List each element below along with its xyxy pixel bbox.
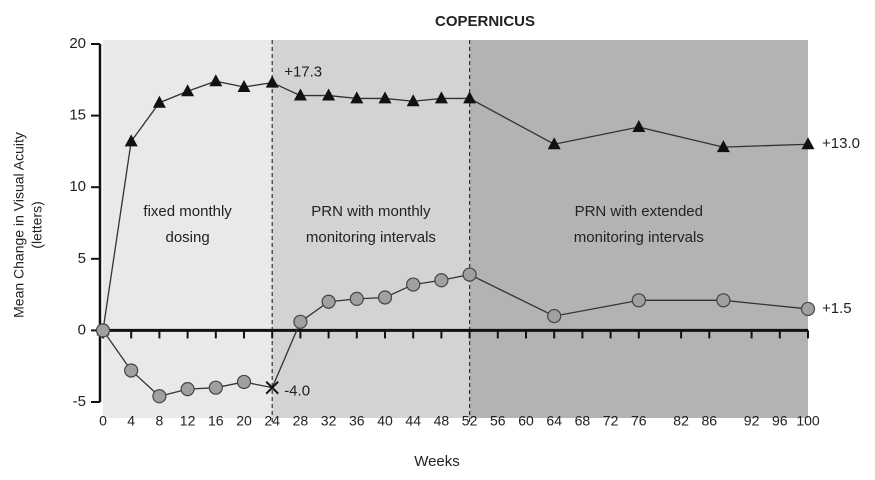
triangle-marker xyxy=(322,88,336,101)
x-tick-label: 72 xyxy=(603,413,619,429)
value-label: -4.0 xyxy=(284,383,310,400)
triangle-marker xyxy=(124,134,138,147)
x-tick-label: 52 xyxy=(462,413,478,429)
triangle-marker xyxy=(801,137,815,150)
circle-marker xyxy=(180,382,195,397)
x-tick-label: 4 xyxy=(127,413,135,429)
y-axis-label: Mean Change in Visual Acuity xyxy=(11,132,27,318)
x-tick-label: 82 xyxy=(673,413,689,429)
phase-label: PRN with monthly xyxy=(311,203,431,220)
x-tick-label: 36 xyxy=(349,413,365,429)
x-tick-label: 86 xyxy=(702,413,718,429)
circle-marker xyxy=(462,267,477,282)
circle-marker xyxy=(293,314,308,329)
circle-marker xyxy=(152,389,167,404)
x-tick-label: 76 xyxy=(631,413,647,429)
triangle-marker xyxy=(181,84,195,97)
value-label: +17.3 xyxy=(284,64,322,81)
y-tick-label: 5 xyxy=(78,250,86,267)
circle-marker xyxy=(547,308,562,324)
circle-marker xyxy=(208,380,223,395)
x-tick-label: 32 xyxy=(321,413,337,429)
x-tick-label: 12 xyxy=(180,413,196,429)
circle-marker xyxy=(434,273,449,288)
x-tick-label: 0 xyxy=(99,413,107,429)
circle-marker xyxy=(631,293,646,308)
x-tick-label: 44 xyxy=(405,413,421,429)
x-tick-label: 96 xyxy=(772,413,788,429)
x-tick-label: 68 xyxy=(575,413,591,429)
circle-marker xyxy=(321,294,336,309)
triangle-marker xyxy=(434,91,448,104)
phase-label: PRN with extended xyxy=(575,203,703,220)
value-label: +1.5 xyxy=(822,300,852,317)
x-tick-label: 56 xyxy=(490,413,506,429)
circle-marker xyxy=(377,290,393,305)
circle-marker xyxy=(716,293,731,308)
triangle-marker xyxy=(237,79,251,92)
x-tick-label: 92 xyxy=(744,413,760,429)
x-tick-label: 16 xyxy=(208,413,224,429)
y-tick-label: 15 xyxy=(69,107,86,124)
phase-band xyxy=(469,40,808,418)
phase-label: fixed monthly xyxy=(143,203,232,220)
circle-marker xyxy=(349,291,364,306)
value-label: +13.0 xyxy=(822,135,860,152)
triangle-marker xyxy=(716,140,730,153)
circle-marker xyxy=(236,374,252,390)
triangle-marker xyxy=(152,95,166,108)
triangle-marker xyxy=(350,91,364,104)
x-tick-label: 20 xyxy=(236,413,252,429)
y-tick-label: -5 xyxy=(73,393,86,410)
phase-label: monitoring intervals xyxy=(306,229,436,246)
y-tick-label: 0 xyxy=(78,321,86,338)
circle-marker xyxy=(800,301,816,317)
phase-band xyxy=(103,40,273,418)
x-tick-label: 100 xyxy=(796,413,820,429)
phase-label: dosing xyxy=(165,229,209,246)
triangle-marker xyxy=(378,91,392,104)
triangle-marker xyxy=(406,94,420,107)
x-tick-label: 48 xyxy=(434,413,450,429)
y-axis-label: (letters) xyxy=(29,201,45,248)
y-tick-label: 10 xyxy=(69,178,86,195)
y-tick-label: 20 xyxy=(69,35,86,52)
x-tick-label: 8 xyxy=(156,413,164,429)
triangle-marker xyxy=(293,88,307,101)
cross-marker xyxy=(265,380,279,395)
x-tick-label: 28 xyxy=(293,413,309,429)
x-tick-label: 40 xyxy=(377,413,393,429)
x-tick-label: 60 xyxy=(518,413,534,429)
circle-marker xyxy=(406,277,421,292)
triangle-marker xyxy=(209,74,223,87)
x-axis-label: Weeks xyxy=(414,453,460,470)
circle-marker xyxy=(124,363,139,378)
triangle-marker xyxy=(632,120,646,133)
triangle-marker xyxy=(547,137,561,150)
chart-title: COPERNICUS xyxy=(435,13,535,30)
circle-marker xyxy=(95,323,111,338)
triangle-marker xyxy=(463,91,477,104)
x-tick-label: 24 xyxy=(264,413,280,429)
triangle-marker xyxy=(265,75,279,88)
phase-label: monitoring intervals xyxy=(574,229,704,246)
x-tick-label: 64 xyxy=(546,413,562,429)
